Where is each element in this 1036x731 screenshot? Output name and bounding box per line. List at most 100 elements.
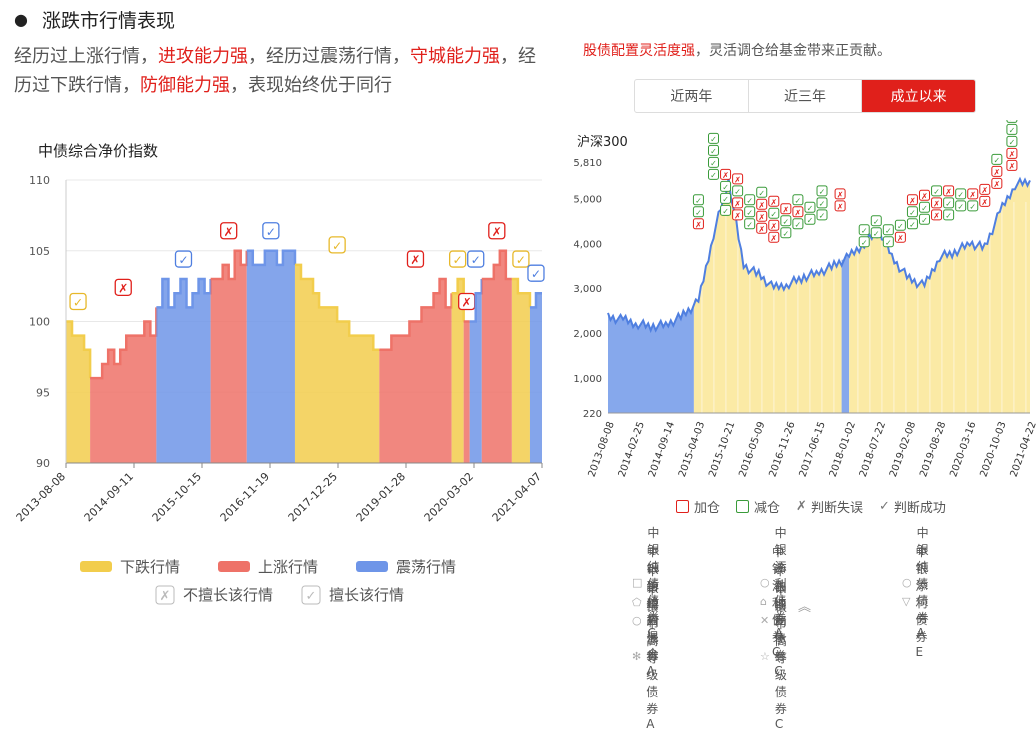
green-box-icon	[780, 227, 792, 239]
y-tick-label: 90	[36, 457, 50, 470]
green-box-icon	[882, 236, 894, 248]
x-tick-label: 2014-09-14	[647, 420, 677, 478]
legend-down-swatch	[80, 561, 112, 572]
fund-legend-item[interactable]: ▽ 中银添利债券E	[902, 543, 927, 659]
green-box-icon	[1006, 120, 1018, 123]
segment-area	[90, 307, 157, 463]
x-tick-label: 2014-09-11	[82, 470, 136, 524]
check-icon: ✓	[897, 222, 904, 231]
description-segment: 经历过上涨行情，	[14, 46, 158, 67]
fund-legend-item[interactable]: ✻ 中银中高等级债券A	[632, 581, 658, 731]
red-box-icon	[834, 188, 846, 200]
legend-up-swatch	[218, 561, 251, 572]
green-box-icon	[720, 204, 732, 216]
check-icon: ✓	[710, 135, 717, 144]
red-box-icon	[780, 203, 792, 215]
tab-three-years[interactable]: 近三年	[749, 80, 863, 112]
red-box-icon	[756, 210, 768, 222]
green-box-icon	[804, 213, 816, 225]
description-highlight: 进攻能力强	[158, 46, 248, 67]
green-box-icon	[692, 206, 704, 218]
cross-icon: ✗	[981, 186, 988, 195]
check-icon: ✓	[516, 253, 526, 267]
bond-index-chart: 90 95 100 105 110 ✓ ✗ ✓ ✗ ✓ ✓ ✗ ✓ ✗ ✓ ✗ ✓ ✓ 2013-08-08 2014…	[14, 174, 545, 524]
red-box-icon	[979, 195, 991, 207]
green-box-icon	[1006, 123, 1018, 135]
fund-legend-item[interactable]: ○ 中银添利债券A	[760, 524, 787, 640]
check-icon: ✓	[758, 189, 765, 198]
hs300-chart: 220 1,000 2,000 3,000 4,000 5,000 5,810 2013-08…	[573, 120, 1036, 479]
legend-reduce-item[interactable]: 减仓	[736, 497, 780, 516]
segment-line	[379, 277, 453, 352]
check-icon: ✓	[453, 253, 463, 267]
legend-range-label[interactable]: 震荡行情	[396, 558, 457, 576]
green-box-icon	[870, 215, 882, 227]
section-title: ● 涨跌市行情表现	[14, 10, 175, 32]
bullet-icon: ●	[14, 10, 28, 29]
check-icon: ✓	[819, 199, 826, 208]
segment-line	[66, 320, 92, 379]
cross-box-icon: ✗	[155, 585, 175, 604]
red-box-icon	[768, 219, 780, 231]
green-box-icon	[720, 192, 732, 204]
check-icon: ✓	[1009, 120, 1016, 123]
segment-area	[529, 293, 542, 463]
check-icon: ✓	[861, 238, 868, 247]
red-box-icon	[967, 188, 979, 200]
check-icon: ✓	[945, 211, 952, 220]
description-highlight: 守城能力强	[410, 46, 500, 67]
legend-add-item[interactable]: 加仓	[676, 497, 720, 516]
check-box-icon: ✓	[301, 585, 321, 604]
svg-text:✗: ✗	[160, 589, 171, 604]
green-box-icon	[708, 132, 719, 144]
green-box-icon	[708, 144, 719, 156]
red-box-icon	[1006, 159, 1018, 171]
red-box-icon	[991, 177, 1003, 189]
check-icon: ✓	[531, 267, 541, 281]
tab-since-inception[interactable]: 成立以来	[862, 80, 975, 112]
cross-icon: ✗	[993, 180, 1000, 189]
description-segment: ，经历过震荡行情，	[248, 46, 410, 67]
hs300-area	[693, 178, 842, 413]
red-box-icon	[834, 200, 846, 212]
check-icon: ✓	[695, 208, 702, 217]
tab-two-years[interactable]: 近两年	[635, 80, 749, 112]
green-box-icon	[943, 197, 955, 209]
legend-up-label[interactable]: 上涨行情	[258, 558, 319, 576]
green-box-icon	[708, 168, 719, 180]
cross-box-icon	[114, 278, 132, 296]
chevron-up-icon[interactable]: ︽	[798, 600, 812, 615]
segment-line	[481, 249, 512, 281]
legend-down-label[interactable]: 下跌行情	[120, 558, 181, 576]
red-box-icon	[931, 209, 943, 221]
legend-right-item[interactable]: ✓ 判断成功	[879, 497, 946, 516]
x-tick-label: 2015-10-21	[707, 420, 737, 478]
x-tick-label: 2014-02-25	[617, 420, 647, 478]
svg-text:✓: ✓	[306, 589, 317, 604]
check-icon: ✓	[807, 216, 814, 225]
green-box-icon	[768, 207, 780, 219]
fund-legend-item[interactable]: ☆ 中银中高等级债券C	[760, 581, 787, 731]
check-icon: ✓	[795, 196, 802, 205]
red-box-icon	[756, 198, 768, 210]
x-tick-label: 2013-08-08	[14, 470, 68, 524]
segment-area	[210, 250, 247, 463]
check-icon: ✓	[969, 202, 976, 211]
segment-area	[379, 279, 452, 463]
green-box-icon	[756, 186, 768, 198]
green-box-icon	[816, 197, 828, 209]
cross-icon: ✗	[933, 199, 940, 208]
legend-wrong-item[interactable]: ✗ 判断失误	[796, 497, 863, 516]
segment-area	[246, 250, 295, 463]
check-icon: ✓	[957, 190, 964, 199]
description-segment: ，表现始终优于同行	[230, 75, 392, 96]
green-box-icon	[744, 194, 756, 206]
left-legend: 下跌行情 上涨行情 震荡行情	[80, 556, 456, 577]
cross-icon: ✗	[1009, 162, 1016, 171]
description-highlight: 防御能力强	[140, 75, 230, 96]
check-box-icon	[69, 292, 87, 311]
circle-icon: ○	[902, 575, 912, 589]
green-box-icon	[744, 218, 756, 230]
check-icon: ✓	[710, 147, 717, 156]
green-box-icon	[732, 185, 744, 197]
